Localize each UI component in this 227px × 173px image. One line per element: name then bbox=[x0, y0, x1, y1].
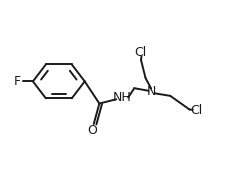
Text: Cl: Cl bbox=[134, 47, 146, 60]
Text: N: N bbox=[146, 85, 155, 98]
Text: F: F bbox=[14, 75, 21, 88]
Text: Cl: Cl bbox=[190, 104, 202, 117]
Text: O: O bbox=[87, 124, 97, 137]
Text: NH: NH bbox=[112, 91, 131, 104]
